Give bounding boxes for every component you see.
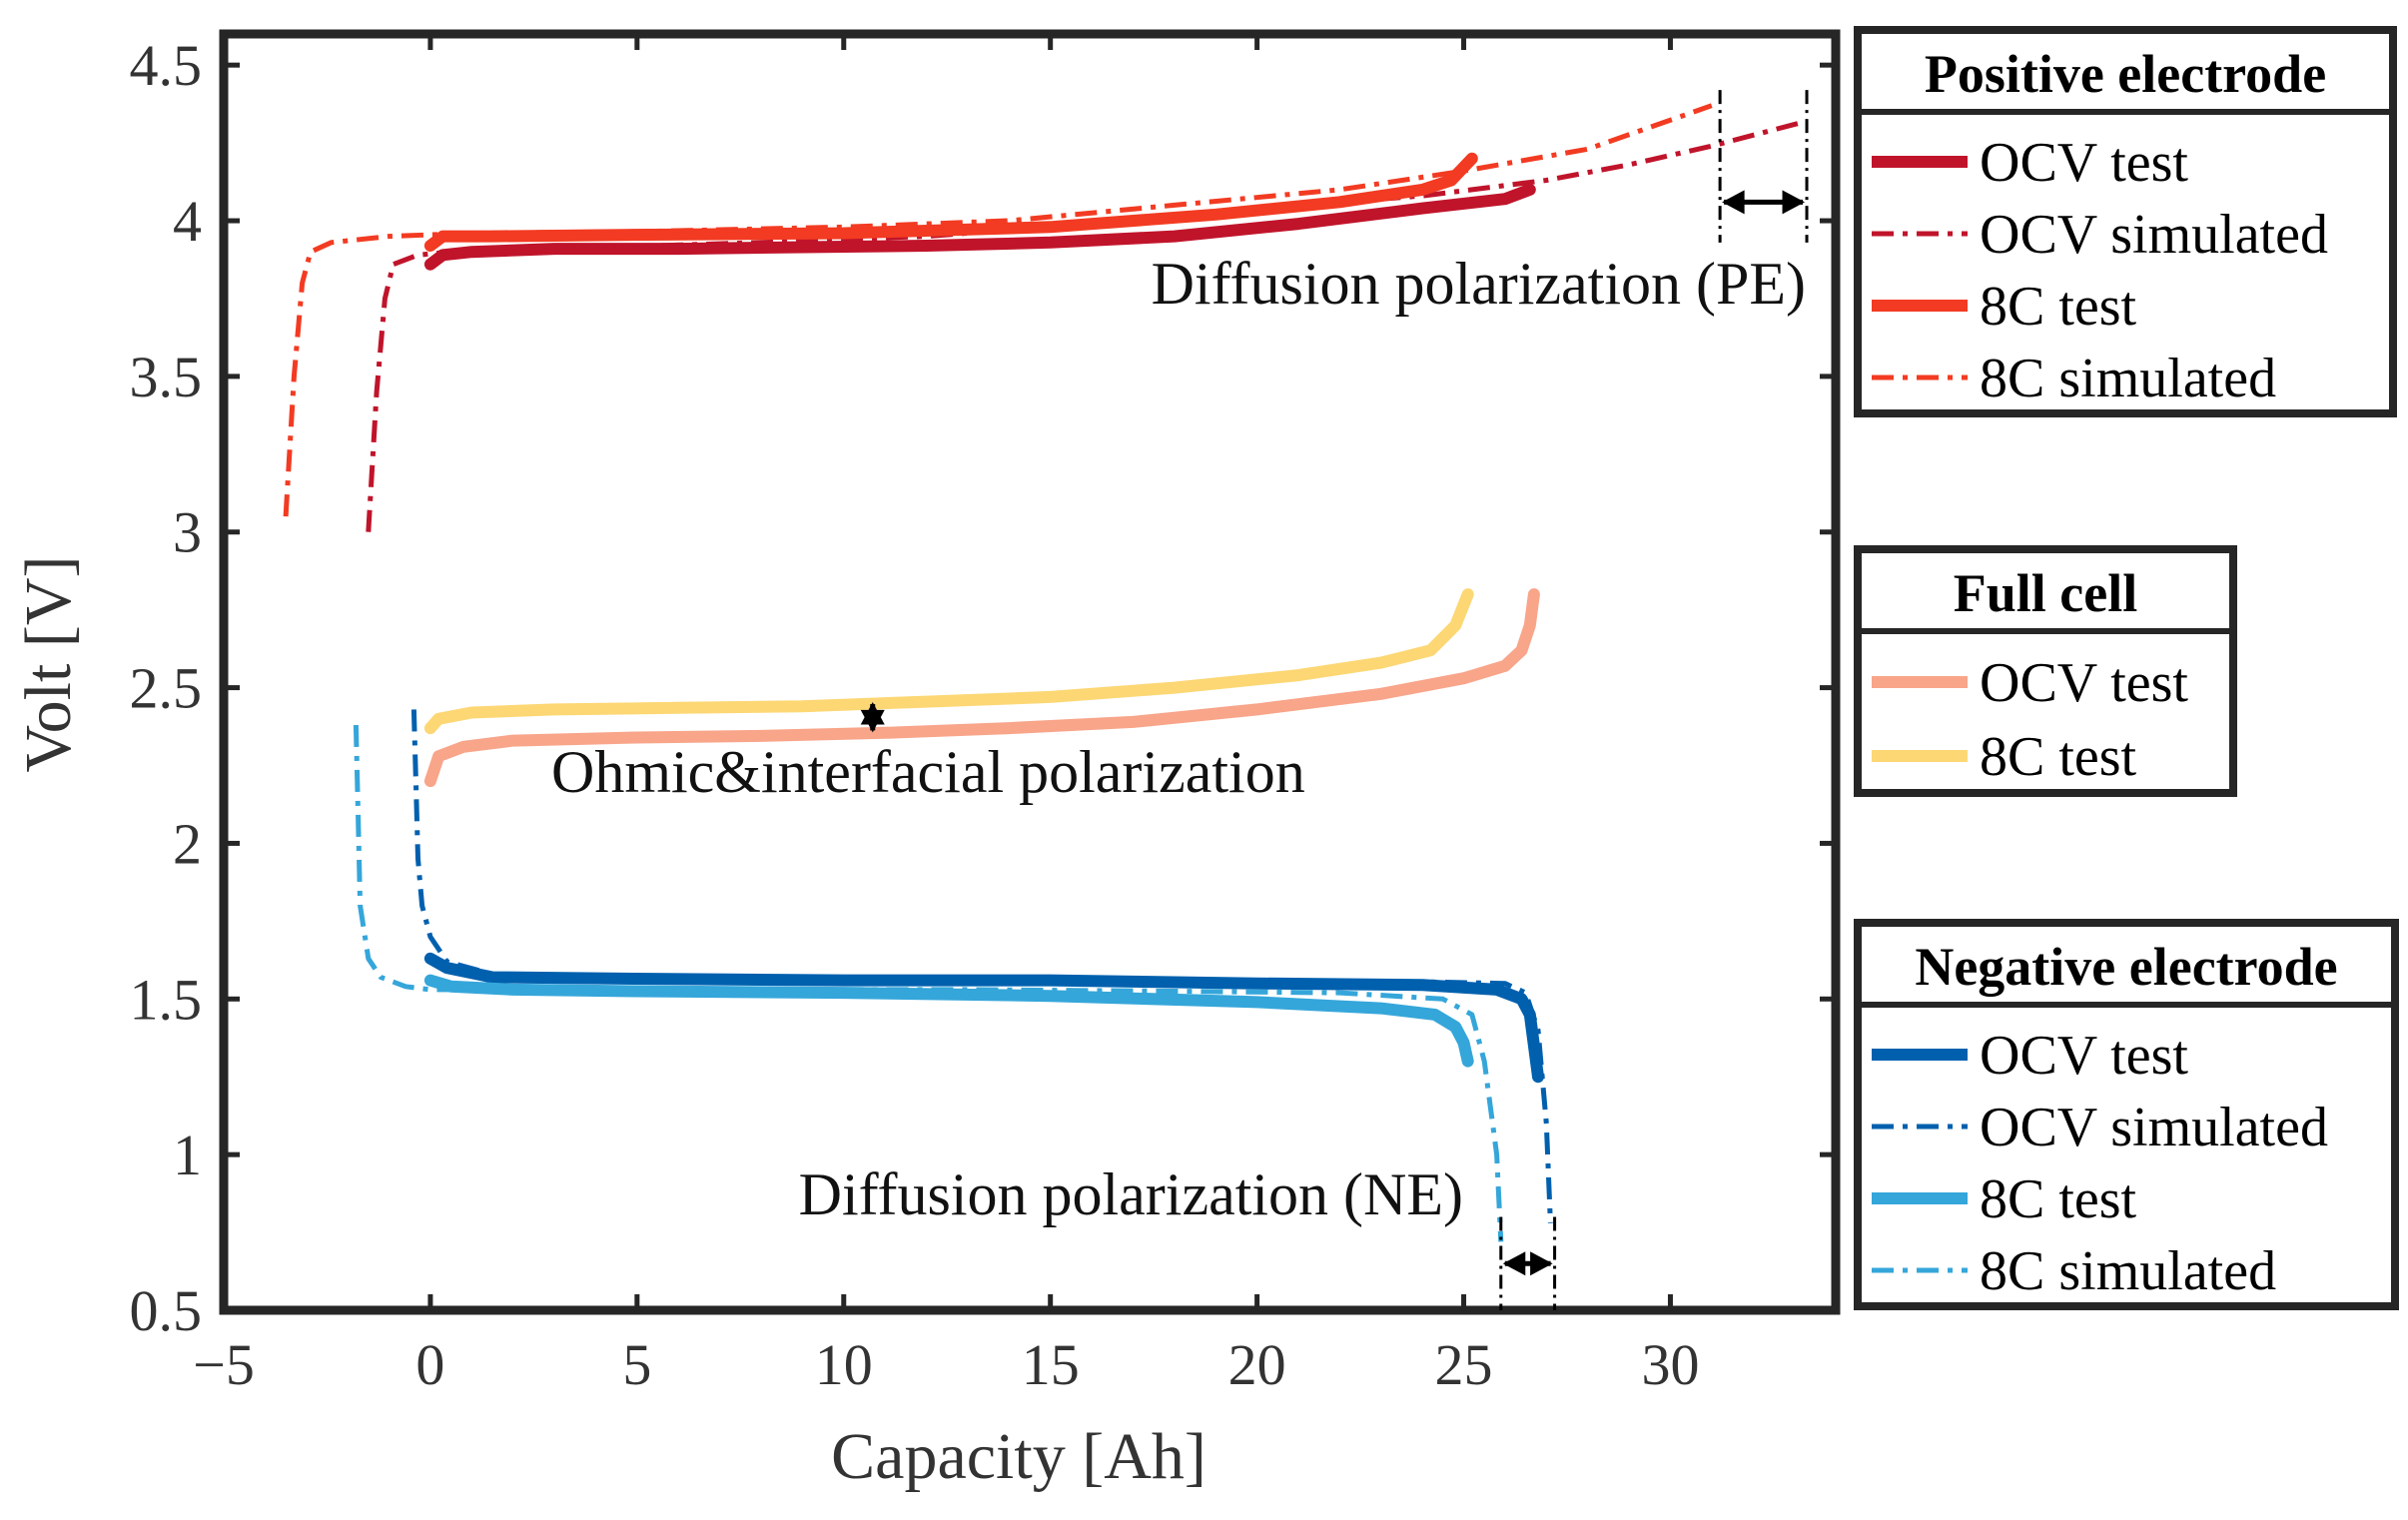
legend-item-ocv-simulated: OCV simulated bbox=[1980, 1097, 2328, 1158]
legend-box bbox=[1854, 26, 2397, 417]
annotation-ohmic-interfacial-polarization: Ohmic&interfacial polarization bbox=[551, 739, 1305, 805]
y-tick-label: 2 bbox=[173, 811, 202, 876]
legend-full-cell: Full cell OCV test 8C test bbox=[1854, 545, 2237, 797]
y-tick-label: 4 bbox=[173, 189, 202, 254]
x-tick-label: 20 bbox=[1228, 1332, 1286, 1397]
y-tick-label: 1 bbox=[173, 1123, 202, 1187]
legend-positive-electrode: Positive electrode OCV test OCV simulated 8… bbox=[1854, 26, 2397, 417]
x-axis-label: Capacity [Ah] bbox=[831, 1420, 1206, 1493]
series-line-ne-ocv-simulated bbox=[410, 709, 1553, 1223]
legend-item-8c-simulated: 8C simulated bbox=[1980, 1240, 2276, 1302]
legend-title: Full cell bbox=[1954, 563, 2137, 623]
annotations: Diffusion polarization (PE) Ohmic&interfa… bbox=[551, 251, 1806, 1227]
series-line-pe-ocv-simulated bbox=[366, 118, 1808, 532]
annotation-diffusion-polarization-ne: Diffusion polarization (NE) bbox=[799, 1161, 1463, 1227]
x-tick-label: 5 bbox=[622, 1332, 651, 1397]
x-tick-label: 15 bbox=[1022, 1332, 1080, 1397]
arrow-head bbox=[860, 709, 885, 733]
legend-item-8c-test: 8C test bbox=[1980, 276, 2137, 338]
y-tick-label: 3.5 bbox=[130, 345, 203, 409]
plot-frame bbox=[219, 29, 1841, 1315]
series-lines bbox=[283, 103, 1808, 1242]
legend-item-ocv-test: OCV test bbox=[1980, 652, 2188, 714]
polarization-markers bbox=[860, 90, 1809, 1310]
arrow-head bbox=[1502, 1251, 1526, 1276]
y-tick-label: 1.5 bbox=[130, 967, 203, 1032]
axis-ticks: −5 0 5 10 15 20 25 30 0.5 1 1.5 2 2.5 3 3.5 4 4.5 bbox=[130, 33, 1836, 1397]
legend-title: Negative electrode bbox=[1915, 937, 2337, 997]
y-axis-label: Volt [V] bbox=[12, 556, 85, 773]
series-line-ne-ocv-test bbox=[423, 952, 1544, 1084]
legend-item-8c-test: 8C test bbox=[1980, 1168, 2137, 1230]
x-tick-label: 30 bbox=[1641, 1332, 1699, 1397]
x-tick-label: 10 bbox=[815, 1332, 873, 1397]
y-tick-label: 2.5 bbox=[130, 656, 203, 721]
series-line-ne-8c-simulated bbox=[353, 724, 1504, 1242]
series-line-full-8c-test bbox=[423, 588, 1474, 735]
axes-frame bbox=[219, 29, 1841, 1315]
legend-item-8c-test: 8C test bbox=[1980, 726, 2137, 788]
legend-item-ocv-test: OCV test bbox=[1980, 132, 2188, 194]
legend-title: Positive electrode bbox=[1925, 44, 2326, 104]
x-tick-label: 25 bbox=[1435, 1332, 1493, 1397]
legend-box bbox=[1854, 919, 2399, 1310]
x-tick-label: 0 bbox=[415, 1332, 444, 1397]
y-tick-label: 0.5 bbox=[130, 1278, 203, 1343]
arrow-head bbox=[1530, 1251, 1553, 1276]
arrow-head bbox=[1782, 190, 1806, 215]
y-tick-label: 3 bbox=[173, 500, 202, 565]
series-line-pe-8c-test bbox=[423, 152, 1478, 252]
legend-item-ocv-test: OCV test bbox=[1980, 1025, 2188, 1087]
legend-item-8c-simulated: 8C simulated bbox=[1980, 348, 2276, 409]
legend-negative-electrode: Negative electrode OCV test OCV simulated 8… bbox=[1854, 919, 2399, 1310]
y-tick-label: 4.5 bbox=[130, 33, 203, 98]
legends: Positive electrode OCV test OCV simulated 8… bbox=[1854, 26, 2399, 1310]
series-line-pe-8c-simulated bbox=[283, 103, 1713, 517]
legend-item-ocv-simulated: OCV simulated bbox=[1980, 204, 2328, 266]
annotation-diffusion-polarization-pe: Diffusion polarization (PE) bbox=[1152, 251, 1806, 317]
series-line-full-ocv-test bbox=[423, 588, 1540, 788]
x-tick-label: −5 bbox=[193, 1332, 255, 1397]
arrow-head bbox=[1722, 190, 1745, 215]
